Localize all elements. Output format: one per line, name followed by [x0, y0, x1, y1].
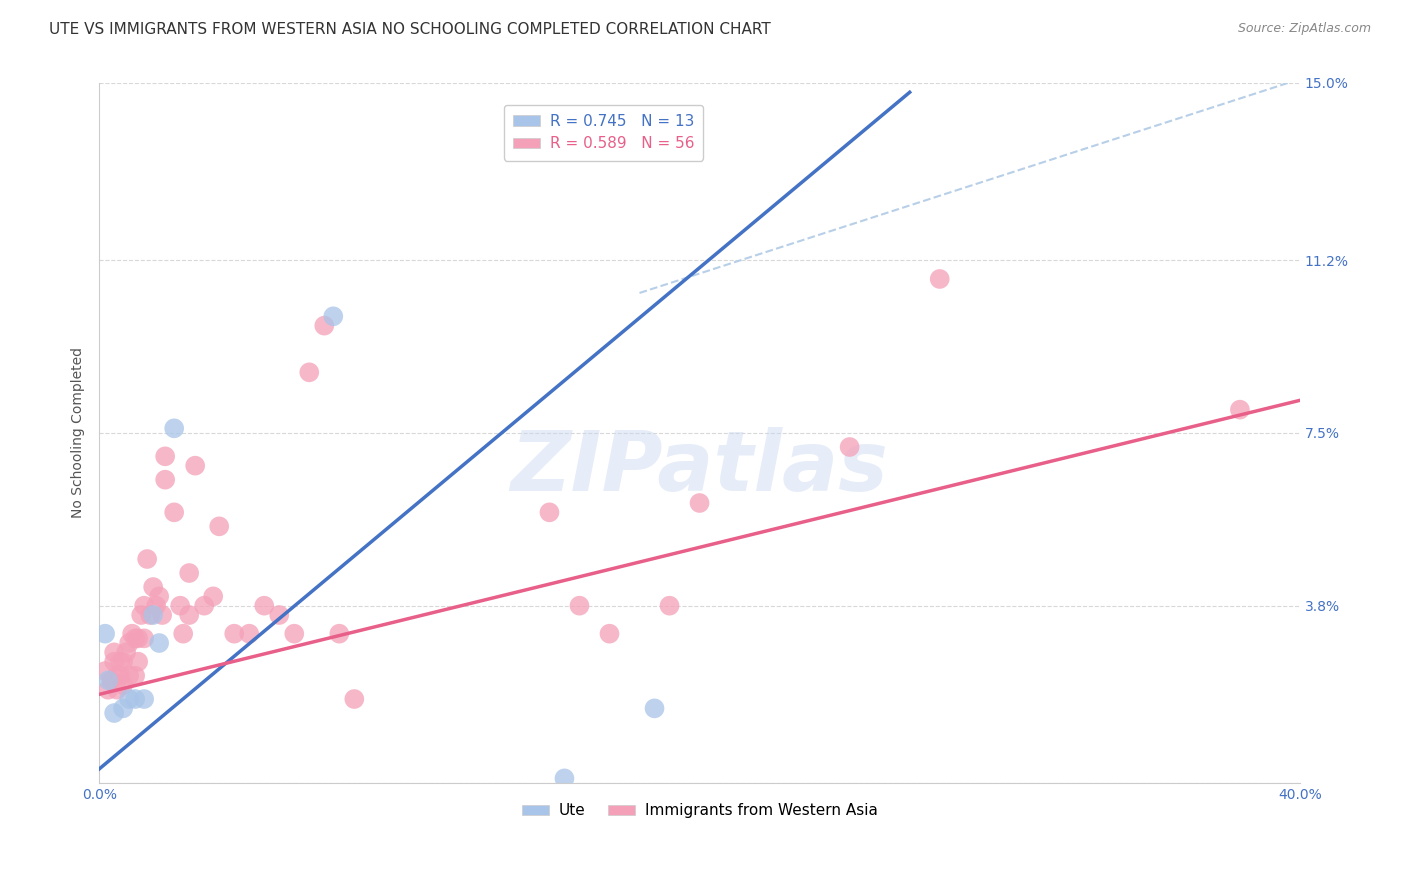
- Point: [134, 692, 156, 706]
- Point: [118, 636, 141, 650]
- Point: [94, 664, 117, 678]
- Point: [838, 440, 860, 454]
- Point: [568, 599, 591, 613]
- Point: [108, 669, 131, 683]
- Point: [139, 607, 162, 622]
- Point: [689, 496, 711, 510]
- Point: [253, 599, 276, 613]
- Point: [127, 632, 149, 646]
- Point: [179, 607, 201, 622]
- Y-axis label: No Schooling Completed: No Schooling Completed: [72, 348, 86, 518]
- Point: [148, 590, 170, 604]
- Point: [94, 626, 117, 640]
- Point: [108, 655, 131, 669]
- Point: [153, 473, 176, 487]
- Legend: Ute, Immigrants from Western Asia: Ute, Immigrants from Western Asia: [516, 797, 883, 824]
- Point: [163, 421, 186, 435]
- Point: [598, 626, 620, 640]
- Point: [269, 607, 291, 622]
- Point: [105, 669, 128, 683]
- Point: [208, 519, 231, 533]
- Point: [172, 626, 194, 640]
- Text: ZIPatlas: ZIPatlas: [510, 427, 889, 508]
- Point: [136, 552, 159, 566]
- Point: [97, 682, 120, 697]
- Point: [343, 692, 366, 706]
- Point: [224, 626, 246, 640]
- Point: [145, 599, 167, 613]
- Point: [103, 645, 125, 659]
- Text: Source: ZipAtlas.com: Source: ZipAtlas.com: [1237, 22, 1371, 36]
- Point: [150, 607, 173, 622]
- Point: [127, 655, 149, 669]
- Text: UTE VS IMMIGRANTS FROM WESTERN ASIA NO SCHOOLING COMPLETED CORRELATION CHART: UTE VS IMMIGRANTS FROM WESTERN ASIA NO S…: [49, 22, 770, 37]
- Point: [142, 607, 165, 622]
- Point: [328, 626, 350, 640]
- Point: [118, 669, 141, 683]
- Point: [118, 692, 141, 706]
- Point: [112, 678, 135, 692]
- Point: [238, 626, 260, 640]
- Point: [124, 632, 146, 646]
- Point: [112, 655, 135, 669]
- Point: [134, 632, 156, 646]
- Point: [124, 669, 146, 683]
- Point: [1229, 402, 1251, 417]
- Point: [121, 626, 143, 640]
- Point: [100, 673, 122, 688]
- Point: [658, 599, 681, 613]
- Point: [179, 566, 201, 580]
- Point: [103, 706, 125, 720]
- Point: [928, 272, 950, 286]
- Point: [169, 599, 191, 613]
- Point: [538, 505, 561, 519]
- Point: [283, 626, 305, 640]
- Point: [129, 607, 152, 622]
- Point: [202, 590, 225, 604]
- Point: [134, 599, 156, 613]
- Point: [298, 365, 321, 379]
- Point: [553, 772, 575, 786]
- Point: [105, 682, 128, 697]
- Point: [112, 701, 135, 715]
- Point: [97, 673, 120, 688]
- Point: [142, 580, 165, 594]
- Point: [148, 636, 170, 650]
- Point: [314, 318, 336, 333]
- Point: [153, 450, 176, 464]
- Point: [124, 692, 146, 706]
- Point: [193, 599, 215, 613]
- Point: [103, 655, 125, 669]
- Point: [115, 645, 138, 659]
- Point: [163, 505, 186, 519]
- Point: [322, 310, 344, 324]
- Point: [184, 458, 207, 473]
- Point: [644, 701, 666, 715]
